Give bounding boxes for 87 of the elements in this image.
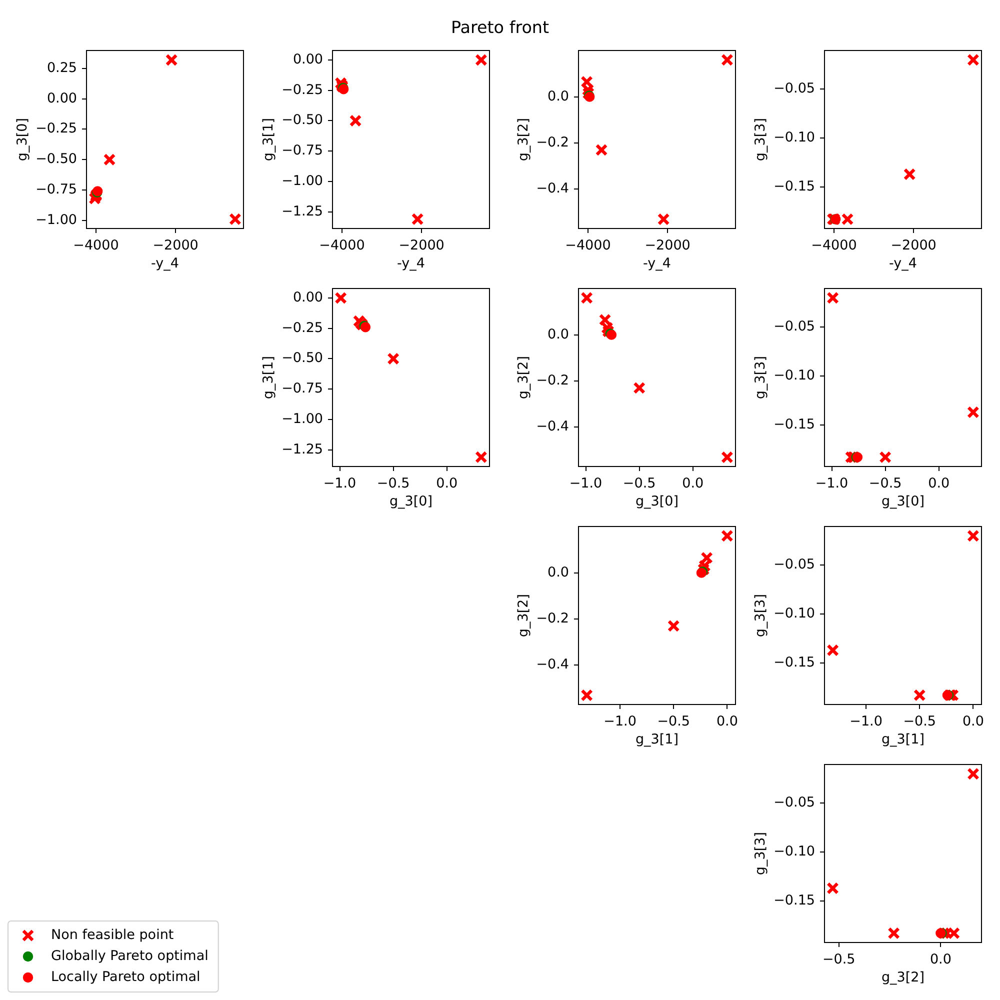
x-tick-label: −2000 — [644, 238, 690, 254]
x-tick-label: −1.0 — [323, 476, 356, 492]
y-tick-label: −0.2 — [536, 610, 569, 627]
y-tick-label: −1.25 — [282, 441, 323, 458]
x-axis-title: -y_4 — [397, 255, 425, 272]
y-tick-label: −0.05 — [774, 556, 815, 573]
x-tick-label: 0.0 — [928, 476, 950, 492]
x-tick-label: −0.5 — [376, 476, 410, 492]
y-tick-label: −0.2 — [536, 134, 569, 151]
y-tick-label: −0.05 — [774, 80, 815, 97]
y-tick-label: −0.10 — [774, 368, 815, 384]
x-axis-title: -y_4 — [889, 255, 917, 272]
y-tick-label: −0.25 — [36, 120, 77, 137]
y-tick-label: −0.50 — [282, 350, 323, 366]
y-tick-label: −0.15 — [774, 892, 815, 908]
x-tick-label: −1.0 — [604, 714, 636, 730]
y-tick-label: −0.10 — [774, 844, 815, 860]
x-tick-label: −0.5 — [657, 714, 690, 730]
x-axis-title: g_3[1] — [635, 731, 679, 748]
y-axis-title: g_3[1] — [260, 356, 277, 400]
x-axis-title: -y_4 — [151, 255, 179, 272]
y-tick-label: 0.00 — [46, 90, 77, 106]
chart-title: Pareto front — [450, 17, 550, 37]
y-axis-title: g_3[2] — [515, 356, 532, 400]
legend-label: Non feasible point — [51, 927, 174, 943]
x-tick-label: −0.5 — [822, 952, 856, 968]
x-tick-label: −1.0 — [815, 476, 848, 492]
y-tick-label: −0.25 — [282, 82, 323, 98]
y-tick-label: −0.15 — [774, 654, 815, 670]
y-tick-label: −0.4 — [536, 656, 569, 673]
y-tick-label: 0.00 — [292, 51, 323, 68]
y-tick-label: −0.4 — [536, 180, 569, 197]
x-axis-title: -y_4 — [643, 255, 671, 272]
legend-label: Locally Pareto optimal — [51, 969, 200, 985]
y-tick-label: −0.75 — [282, 380, 323, 397]
x-tick-label: 0.0 — [436, 476, 458, 492]
y-tick-label: −0.15 — [774, 416, 815, 432]
y-axis-title: g_3[3] — [752, 832, 769, 876]
y-tick-label: 0.0 — [548, 564, 569, 580]
y-axis-title: g_3[2] — [515, 594, 532, 638]
y-tick-label: −1.00 — [36, 212, 77, 228]
x-tick-label: −2000 — [152, 238, 198, 254]
x-tick-label: −0.5 — [622, 476, 656, 492]
x-axis-title: g_3[0] — [389, 493, 433, 510]
y-tick-label: −0.4 — [536, 418, 569, 435]
legend-label: Globally Pareto optimal — [51, 948, 208, 964]
y-tick-label: −0.10 — [774, 606, 815, 622]
y-tick-label: −0.50 — [36, 151, 77, 168]
y-tick-label: −0.50 — [282, 112, 323, 128]
y-tick-label: 0.00 — [292, 289, 323, 306]
y-tick-label: −1.25 — [282, 203, 323, 220]
y-tick-label: 0.0 — [548, 326, 569, 342]
y-tick-label: −0.25 — [282, 320, 323, 336]
y-tick-label: −0.05 — [774, 318, 815, 335]
y-tick-label: −1.00 — [282, 410, 323, 427]
y-axis-title: g_3[3] — [752, 356, 769, 400]
y-axis-title: g_3[1] — [260, 118, 277, 162]
x-tick-label: −1.0 — [569, 476, 602, 492]
y-tick-label: −0.75 — [282, 142, 323, 159]
y-tick-label: −0.75 — [36, 181, 77, 198]
x-tick-label: 0.0 — [682, 476, 704, 492]
x-tick-label: −2000 — [890, 238, 936, 254]
y-tick-label: −0.10 — [774, 130, 815, 146]
y-tick-label: 0.25 — [46, 60, 77, 76]
x-tick-label: 0.0 — [716, 714, 738, 730]
y-tick-label: −1.00 — [282, 172, 323, 189]
x-tick-label: −4000 — [811, 238, 857, 254]
y-tick-label: −0.15 — [774, 178, 815, 194]
x-axis-title: g_3[1] — [881, 731, 925, 748]
y-axis-title: g_3[2] — [515, 118, 532, 162]
x-tick-label: −4000 — [565, 238, 611, 254]
y-axis-title: g_3[3] — [752, 594, 769, 638]
x-tick-label: 0.0 — [962, 714, 984, 730]
x-tick-label: −4000 — [73, 238, 119, 254]
y-tick-label: 0.0 — [548, 88, 569, 104]
x-tick-label: −0.5 — [868, 476, 902, 492]
x-axis-title: g_3[2] — [881, 969, 925, 986]
x-tick-label: −1.0 — [850, 714, 882, 730]
x-axis-title: g_3[0] — [635, 493, 679, 510]
y-axis-title: g_3[0] — [14, 118, 31, 162]
y-tick-label: −0.05 — [774, 794, 815, 811]
x-tick-label: −2000 — [398, 238, 444, 254]
x-tick-label: −0.5 — [903, 714, 936, 730]
y-tick-label: −0.2 — [536, 372, 569, 389]
x-axis-title: g_3[0] — [881, 493, 925, 510]
y-axis-title: g_3[3] — [752, 118, 769, 162]
x-tick-label: −4000 — [319, 238, 365, 254]
